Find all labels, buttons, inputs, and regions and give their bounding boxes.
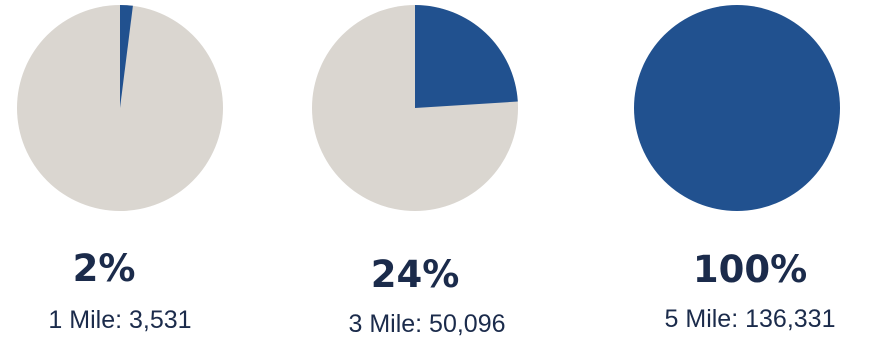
caption-1-mile: 1 Mile: 3,531 <box>48 306 192 334</box>
percent-label-5-mile: 100% <box>692 248 808 291</box>
pie-chart-5-mile <box>634 5 840 211</box>
caption-3-mile: 3 Mile: 50,096 <box>348 310 506 338</box>
pie-chart-3-mile <box>312 5 518 211</box>
caption-5-mile: 5 Mile: 136,331 <box>664 305 836 333</box>
pie-slice-filled-3-mile <box>415 5 518 108</box>
percent-label-3-mile: 24% <box>370 253 460 296</box>
pie-chart-1-mile <box>17 4 223 211</box>
pie-slice-filled-1-mile <box>120 4 133 108</box>
percent-label-1-mile: 2% <box>72 247 136 290</box>
pie-slice-filled-5-mile <box>634 5 840 211</box>
